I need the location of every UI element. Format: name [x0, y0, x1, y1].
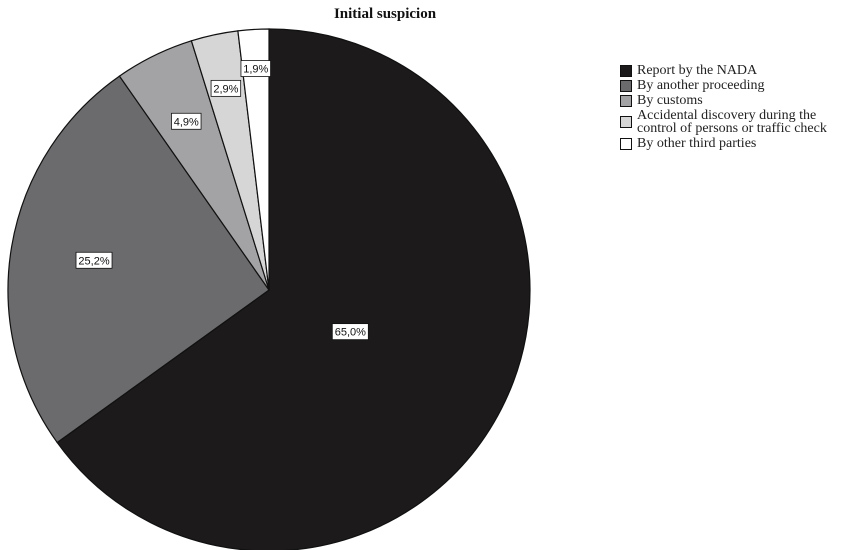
- slice-label-box: [75, 251, 113, 269]
- slice-data-label: 65,0%: [331, 323, 369, 341]
- slice-data-label: 25,2%: [75, 251, 113, 269]
- slice-label-text: 65,0%: [335, 327, 366, 339]
- legend-swatch: [620, 116, 632, 128]
- legend-item: By other third parties: [620, 136, 848, 151]
- slice-data-label: 2,9%: [210, 79, 242, 97]
- slice-label-text: 2,9%: [213, 83, 238, 95]
- legend-swatch: [620, 64, 632, 77]
- slice-label-box: [210, 79, 242, 97]
- legend-item: By customs: [620, 93, 848, 108]
- legend-label: Accidental discovery during the control …: [637, 108, 827, 136]
- slice-label-box: [331, 323, 369, 341]
- legend-item: Report by the NADA: [620, 63, 848, 78]
- legend-label: Report by the NADA: [637, 63, 758, 78]
- slice-label-box: [171, 112, 202, 130]
- legend-label: By other third parties: [637, 136, 757, 151]
- pie-slices: [7, 28, 531, 550]
- legend-item: Accidental discovery during the control …: [620, 108, 848, 136]
- slice-label-text: 4,9%: [174, 116, 199, 128]
- slice-label-text: 1,9%: [243, 64, 268, 76]
- legend-item: By another proceeding: [620, 78, 848, 93]
- slice-data-label: 4,9%: [171, 112, 202, 130]
- legend-swatch: [620, 94, 632, 107]
- pie-slice-labels: 65,0% 25,2% 4,9% 2,9% 1,9%: [75, 60, 369, 341]
- legend-label: By customs: [637, 93, 703, 108]
- legend-swatch: [620, 137, 632, 150]
- legend-label: By another proceeding: [637, 78, 765, 93]
- legend-swatch: [620, 79, 632, 92]
- slice-label-box: [240, 60, 271, 77]
- pie-slice: [56, 28, 531, 550]
- pie-slice: [237, 28, 270, 291]
- pie-chart: 65,0% 25,2% 4,9% 2,9% 1,9%: [7, 28, 531, 550]
- pie-slice: [7, 75, 270, 444]
- slice-data-label: 1,9%: [240, 60, 271, 77]
- chart-title: Initial suspicion: [333, 6, 437, 22]
- legend: Report by the NADA By another proceeding B…: [620, 64, 848, 152]
- slice-label-text: 25,2%: [78, 255, 109, 267]
